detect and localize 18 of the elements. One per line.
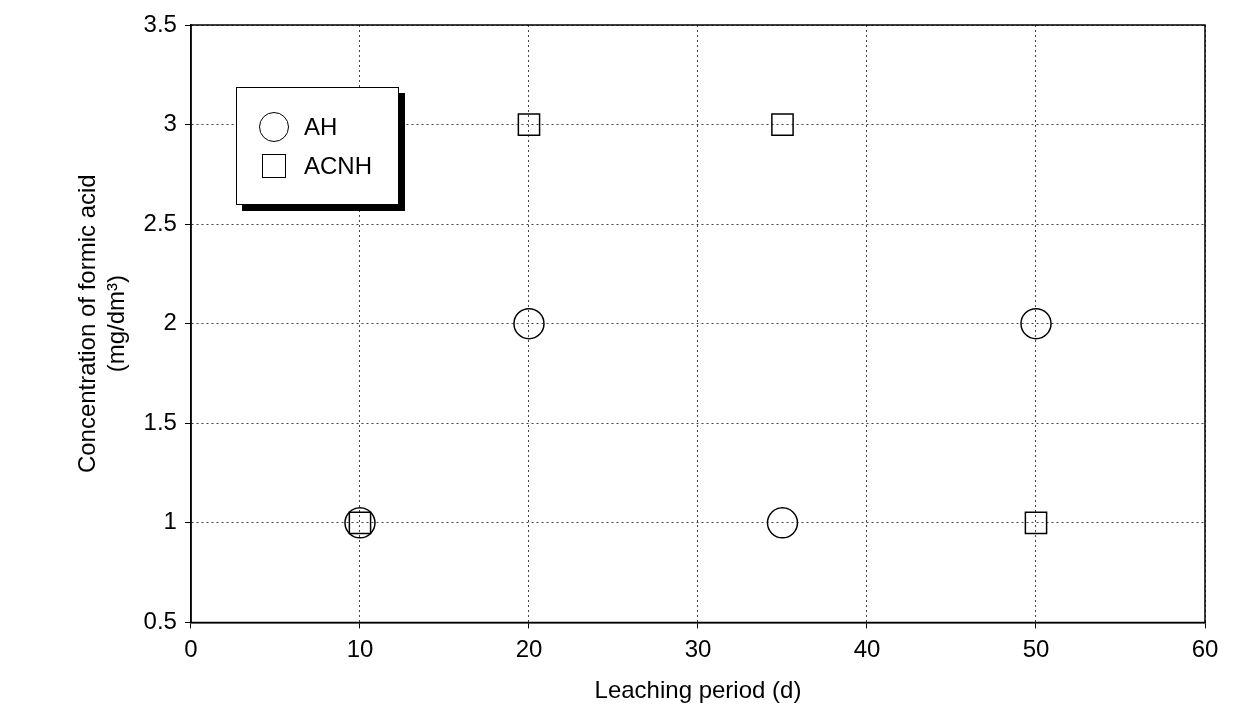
x-tick-label: 60 bbox=[1191, 635, 1219, 663]
x-tick-label: 30 bbox=[684, 635, 712, 663]
y-tick-label: 0.5 bbox=[143, 607, 177, 635]
x-tick-label: 40 bbox=[853, 635, 881, 663]
x-tick-label: 0 bbox=[184, 635, 198, 663]
x-tick-label: 50 bbox=[1022, 635, 1050, 663]
legend-label: AH bbox=[303, 113, 338, 141]
x-tick-label: 10 bbox=[346, 635, 374, 663]
y-axis-title: Concentration of formic acid (mg/dm³) bbox=[73, 174, 129, 474]
x-axis-title: Leaching period (d) bbox=[594, 676, 802, 704]
y-tick-label: 2.5 bbox=[143, 208, 177, 236]
x-tick-label: 20 bbox=[515, 635, 543, 663]
y-tick-label: 2 bbox=[163, 308, 177, 336]
y-tick-label: 3.5 bbox=[143, 9, 177, 37]
y-tick-label: 3 bbox=[163, 109, 177, 137]
y-tick-label: 1.5 bbox=[143, 407, 177, 435]
y-tick-label: 1 bbox=[163, 507, 177, 535]
legend-label: ACNH bbox=[303, 152, 372, 180]
